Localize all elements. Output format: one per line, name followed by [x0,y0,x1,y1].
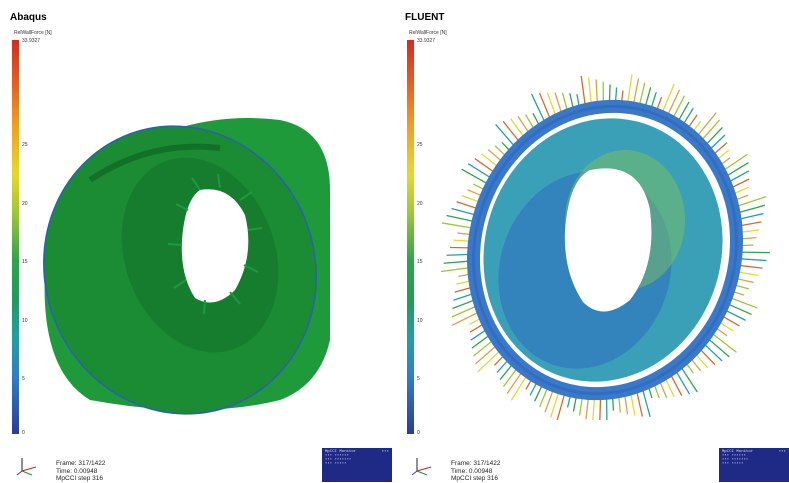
colorbar-tick: 10 [417,318,423,324]
force-arrow [496,124,516,147]
colorbar-tick: 15 [22,259,28,265]
colorbar-tick: 20 [22,201,28,207]
fluent-panel: FLUENT RelWallForce [N] 33.9327 25 20 15… [395,0,789,482]
force-arrow [710,332,736,352]
frame-counter: Frame: 317/1422 [56,460,106,468]
force-arrow [661,84,674,114]
force-arrow [642,387,650,417]
colorbar [12,40,19,434]
force-arrow [680,365,697,392]
colorbar-tick: 5 [22,376,25,382]
time-readout: Time: 0.00948 [56,468,106,476]
force-arrow [581,76,585,108]
frame-counter: Frame: 317/1422 [451,460,501,468]
frame-info: Frame: 317/1422 Time: 0.00948 MpCCI step… [56,460,106,483]
colorbar-tick: 25 [22,142,28,148]
force-arrow [478,349,502,372]
step-readout: MpCCI step 316 [56,475,106,483]
force-arrow [441,267,472,271]
colorbar-tick: 5 [417,376,420,382]
colorbar-tick: 20 [417,201,423,207]
panel-title: Abaqus [10,12,47,23]
colorbar [407,40,414,434]
colorbar-tick: 0 [22,430,25,436]
abaqus-panel: Abaqus RelWallForce [N] 33.9327 25 20 15… [0,0,394,482]
force-arrow [738,252,770,253]
axis-triad-icon [409,455,441,477]
mpcci-monitor-widget[interactable]: MpCCI Monitor▪▪▪ ▪▪▪ ▪▪▪▪▪▪ ▪▪▪ ▪▪▪▪▪▪▪ … [322,448,392,482]
axis-triad-icon [14,455,46,477]
force-arrow [511,374,527,400]
force-arrow [442,223,475,228]
colorbar-tick: 0 [417,430,420,436]
colorbar-tick: 10 [22,318,28,324]
force-arrow [696,113,716,138]
time-readout: Time: 0.00948 [451,468,501,476]
force-arrow [452,311,481,325]
frame-info: Frame: 317/1422 Time: 0.00948 MpCCI step… [451,460,501,483]
abaqus-cylinder-visualization[interactable] [30,40,370,420]
mpcci-monitor-widget[interactable]: MpCCI Monitor▪▪▪ ▪▪▪ ▪▪▪▪▪▪ ▪▪▪ ▪▪▪▪▪▪▪ … [719,448,789,482]
colorbar-tick: 15 [417,259,423,265]
colorbar-variable-label: RelWallForce [N] [14,30,52,36]
step-readout: MpCCI step 316 [451,475,501,483]
force-arrow [462,169,490,185]
colorbar-tick: 25 [417,142,423,148]
panel-title: FLUENT [405,12,444,23]
force-arrow [532,94,546,124]
force-arrow [722,154,748,171]
fluent-ring-visualization[interactable] [425,40,775,420]
colorbar-variable-label: RelWallForce [N] [409,30,447,36]
force-arrow [627,75,632,106]
